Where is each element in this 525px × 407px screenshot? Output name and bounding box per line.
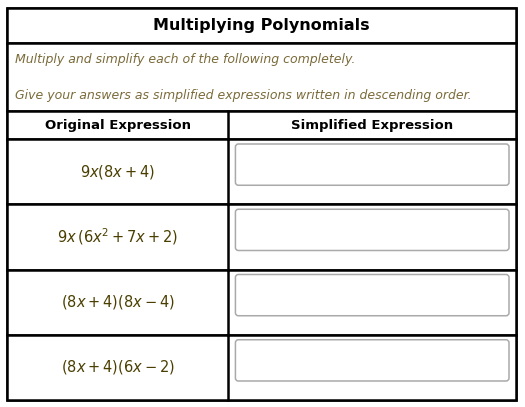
Text: $(8x + 4)(6x - 2)$: $(8x + 4)(6x - 2)$ [61,359,175,376]
FancyBboxPatch shape [7,335,516,400]
FancyBboxPatch shape [235,144,509,185]
Text: Original Expression: Original Expression [45,118,191,131]
Text: $9x(8x + 4)$: $9x(8x + 4)$ [80,163,155,181]
Text: Give your answers as simplified expressions written in descending order.: Give your answers as simplified expressi… [15,88,471,101]
FancyBboxPatch shape [7,43,516,111]
Text: $(8x + 4)(8x - 4)$: $(8x + 4)(8x - 4)$ [61,293,175,311]
Text: Simplified Expression: Simplified Expression [291,118,453,131]
Text: Multiplying Polynomials: Multiplying Polynomials [153,18,370,33]
FancyBboxPatch shape [7,111,516,139]
FancyBboxPatch shape [7,269,516,335]
FancyBboxPatch shape [7,204,516,269]
Text: Multiply and simplify each of the following completely.: Multiply and simplify each of the follow… [15,53,355,66]
FancyBboxPatch shape [7,139,516,204]
FancyBboxPatch shape [7,8,516,400]
Text: $9x\,(6x^2 + 7x + 2)$: $9x\,(6x^2 + 7x + 2)$ [57,227,179,247]
FancyBboxPatch shape [235,274,509,316]
FancyBboxPatch shape [235,340,509,381]
FancyBboxPatch shape [235,209,509,250]
FancyBboxPatch shape [7,8,516,43]
